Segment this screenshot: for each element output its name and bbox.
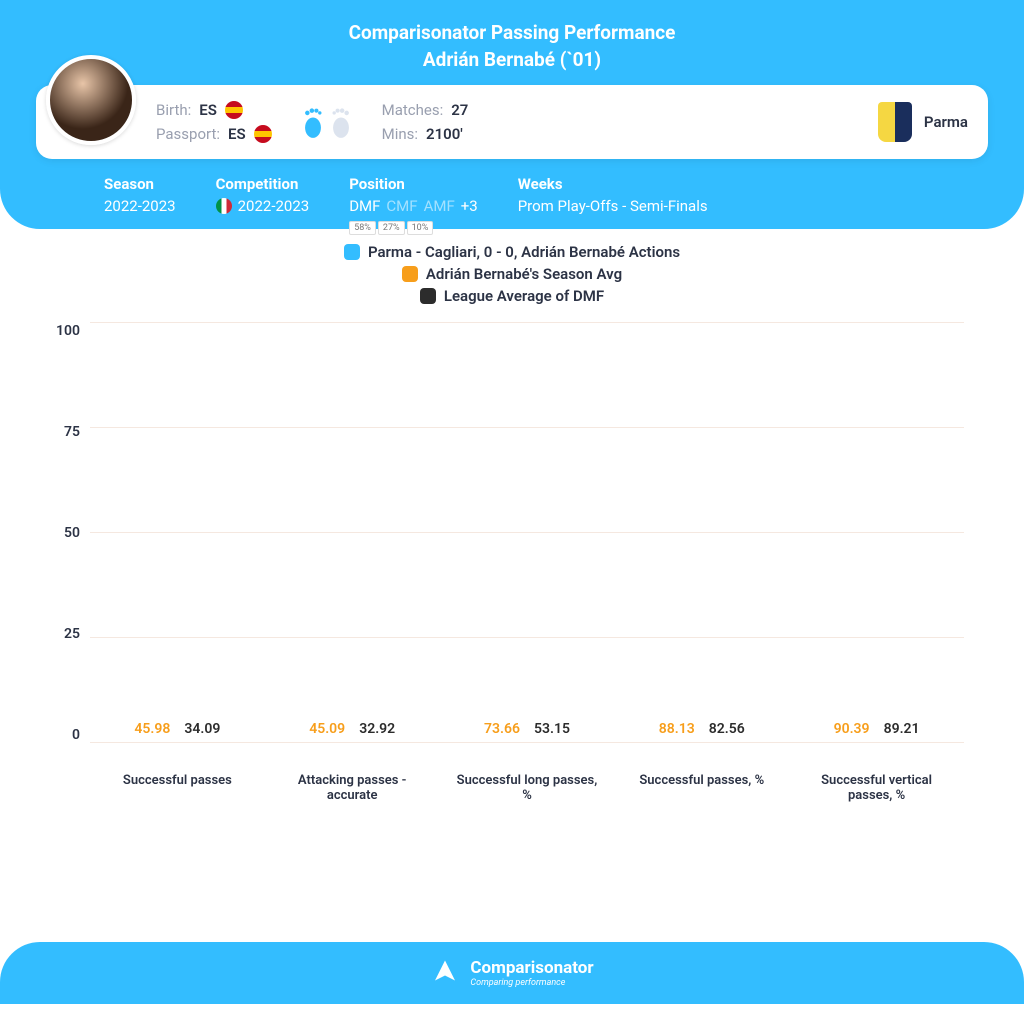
season-label: Season bbox=[104, 175, 176, 193]
legend-label-1: Parma - Cagliari, 0 - 0, Adrián Bernabé … bbox=[368, 243, 680, 261]
x-axis-label: Successful vertical passes, % bbox=[802, 773, 952, 803]
chart-legend: Parma - Cagliari, 0 - 0, Adrián Bernabé … bbox=[0, 243, 1024, 305]
preferred-foot-icon bbox=[300, 105, 354, 139]
title-line2: Adrián Bernabé (`01) bbox=[0, 47, 1024, 74]
title-line1: Comparisonator Passing Performance bbox=[0, 20, 1024, 47]
x-axis-label: Successful passes bbox=[102, 773, 252, 803]
gridline bbox=[90, 637, 964, 638]
page-title: Comparisonator Passing Performance Adriá… bbox=[0, 20, 1024, 73]
pct-badge: 10% bbox=[407, 221, 434, 235]
bar-value-label: 89.21 bbox=[884, 721, 920, 737]
x-axis-label: Successful passes, % bbox=[627, 773, 777, 803]
mins-label: Mins: bbox=[382, 125, 418, 143]
bar-value-label: 73.66 bbox=[484, 721, 520, 737]
brand-tagline: Comparing performance bbox=[470, 978, 593, 988]
gridline bbox=[90, 742, 964, 743]
bar-value-label: 32.92 bbox=[359, 721, 395, 737]
player-avatar bbox=[46, 55, 136, 145]
player-info-card: Birth: ES Passport: ES Matches: 27 bbox=[36, 85, 988, 159]
club-name: Parma bbox=[924, 113, 968, 131]
brand-logo-icon bbox=[430, 958, 460, 988]
filter-bar: Season 2022-2023 Competition 2022-2023 P… bbox=[80, 147, 944, 229]
x-axis-label: Successful long passes, % bbox=[452, 773, 602, 803]
chart-plot: 45.98 34.09 45.09 32.92 73.66 53.15 88.13 82.56… bbox=[90, 323, 964, 743]
birth-label: Birth: bbox=[156, 101, 191, 119]
gridline bbox=[90, 427, 964, 428]
legend-label-2: Adrián Bernabé's Season Avg bbox=[426, 265, 622, 283]
weeks-value[interactable]: Prom Play-Offs - Semi-Finals bbox=[518, 197, 708, 215]
matches-label: Matches: bbox=[382, 101, 444, 119]
gridline bbox=[90, 322, 964, 323]
italy-flag-icon bbox=[216, 198, 232, 214]
bar-value-label: 53.15 bbox=[534, 721, 570, 737]
position-value[interactable]: DMFCMFAMF +3 bbox=[349, 197, 478, 215]
y-tick: 50 bbox=[40, 525, 80, 541]
club-logo-icon bbox=[878, 102, 912, 142]
competition-label: Competition bbox=[216, 175, 310, 193]
header: Comparisonator Passing Performance Adriá… bbox=[0, 0, 1024, 229]
spain-flag-icon bbox=[254, 125, 272, 143]
bar-value-label: 88.13 bbox=[659, 721, 695, 737]
y-tick: 25 bbox=[40, 626, 80, 642]
bar-value-label: 45.98 bbox=[134, 721, 170, 737]
pct-badge: 27% bbox=[378, 221, 405, 235]
passport-label: Passport: bbox=[156, 125, 220, 143]
y-tick: 75 bbox=[40, 424, 80, 440]
legend-swatch-3 bbox=[420, 288, 436, 304]
footer: Comparisonator Comparing performance bbox=[0, 942, 1024, 1004]
matches-value: 27 bbox=[451, 101, 468, 119]
bar-chart: 0 25 50 75 100 45.98 34.09 45.09 32.92 73.66 53.1… bbox=[0, 313, 1024, 813]
brand-name: Comparisonator bbox=[470, 958, 593, 978]
weeks-label: Weeks bbox=[518, 175, 708, 193]
passport-value: ES bbox=[228, 125, 246, 143]
y-tick: 0 bbox=[40, 727, 80, 743]
y-axis: 0 25 50 75 100 bbox=[40, 323, 80, 743]
position-pct-badges: 58% 27% 10% bbox=[349, 221, 433, 235]
season-value[interactable]: 2022-2023 bbox=[104, 197, 176, 215]
x-axis-labels: Successful passes Attacking passes - accu… bbox=[90, 773, 964, 803]
gridline bbox=[90, 532, 964, 533]
bar-value-label: 34.09 bbox=[184, 721, 220, 737]
birth-value: ES bbox=[199, 101, 217, 119]
competition-value[interactable]: 2022-2023 bbox=[216, 197, 310, 215]
info-grid: Birth: ES Passport: ES Matches: 27 bbox=[156, 101, 968, 143]
mins-value: 2100' bbox=[426, 125, 463, 143]
pct-badge: 58% bbox=[349, 221, 376, 235]
legend-swatch-2 bbox=[402, 266, 418, 282]
x-axis-label: Attacking passes - accurate bbox=[277, 773, 427, 803]
spain-flag-icon bbox=[225, 101, 243, 119]
legend-swatch-1 bbox=[344, 244, 360, 260]
bar-value-label: 82.56 bbox=[709, 721, 745, 737]
legend-label-3: League Average of DMF bbox=[444, 287, 604, 305]
bar-value-label: 45.09 bbox=[309, 721, 345, 737]
y-tick: 100 bbox=[40, 323, 80, 339]
position-label: Position bbox=[349, 175, 478, 193]
bar-value-label: 90.39 bbox=[834, 721, 870, 737]
